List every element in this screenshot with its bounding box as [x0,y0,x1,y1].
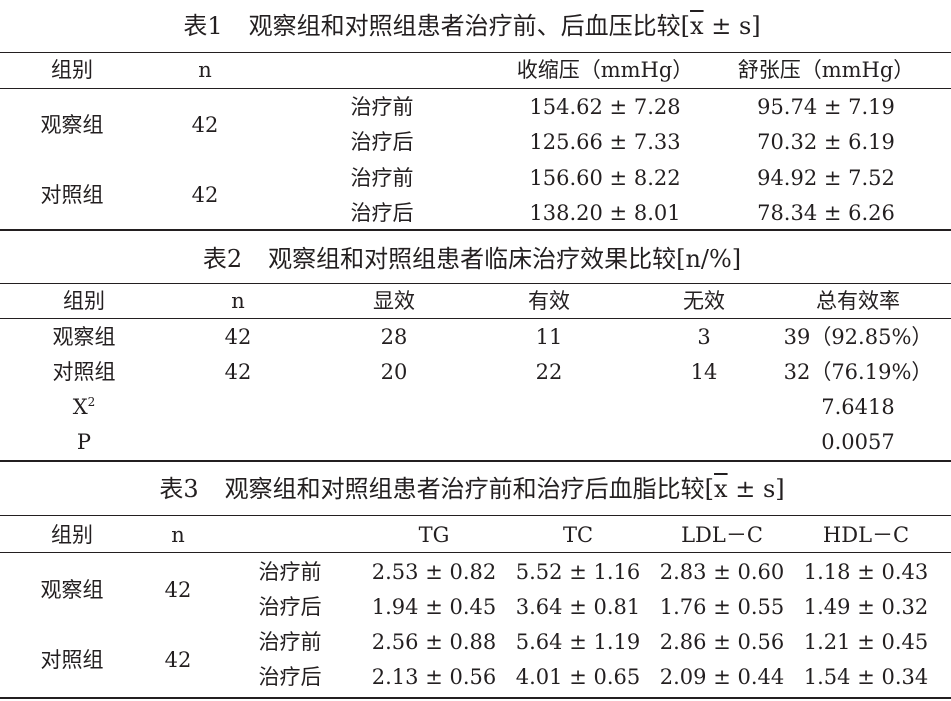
table1-header-sbp: 收缩压（mmHg） [516,58,694,82]
table-row: 20 [380,360,408,384]
table1-top-rule [0,52,951,53]
table1-header-n: n [198,58,212,82]
table-row: 42 [224,360,252,384]
table-row: 3 [697,325,711,349]
table2-p-label: P [76,430,92,454]
table-row: 2.56 ± 0.88 [371,630,497,654]
table-row: 1.76 ± 0.55 [659,595,785,619]
table-row: 治疗后 [350,130,414,154]
table2-title: 表2 观察组和对照组患者临床治疗效果比较[n/%] [202,245,742,273]
table-row: 22 [535,360,563,384]
table-row: 32（76.19%） [783,360,933,384]
table3-title: 表3 观察组和对照组患者治疗前和治疗后血脂比较[x ± s] [159,475,785,503]
table-row: 观察组 [52,325,116,349]
table3-n-observe: 42 [164,578,192,602]
table-row: 4.01 ± 0.65 [515,665,641,689]
table-row: 治疗前 [258,560,322,584]
table2-p-value: 0.0057 [821,430,895,454]
table1-header-group: 组别 [51,58,93,82]
table-row: 1.94 ± 0.45 [371,595,497,619]
table-row: 治疗后 [350,201,414,225]
table1-group-control: 对照组 [40,183,104,207]
table-row: 42 [224,325,252,349]
table-row: 1.49 ± 0.32 [803,595,929,619]
table-row: 156.60 ± 8.22 [529,166,681,190]
table3-header-tg: TG [418,523,450,547]
table2-header-rule [0,318,951,319]
table1-header-dbp: 舒张压（mmHg） [737,58,915,82]
table3-group-observe: 观察组 [40,578,104,602]
table-row: 2.13 ± 0.56 [371,665,497,689]
table3-header-rule [0,552,951,553]
table-row: 3.64 ± 0.81 [515,595,641,619]
table-row: 1.18 ± 0.43 [803,560,929,584]
table-row: 5.64 ± 1.19 [515,630,641,654]
table3-header-group: 组别 [51,523,93,547]
table2-bottom-rule [0,460,951,462]
table-row: 11 [535,325,563,349]
table2-header-marked: 显效 [373,289,415,313]
table-row: 138.20 ± 8.01 [529,201,681,225]
table2-header-effective: 有效 [528,289,570,313]
table3-header-hdl: HDL－C [822,523,910,547]
table-row: 14 [690,360,718,384]
table3-n-control: 42 [164,648,192,672]
table2-chi-square-label: X2 [72,395,96,419]
table3-bottom-rule [0,697,951,699]
table-row: 治疗前 [350,166,414,190]
table-row: 2.86 ± 0.56 [659,630,785,654]
table-row: 95.74 ± 7.19 [757,95,895,119]
table1-n-control: 42 [191,183,219,207]
table3-group-control: 对照组 [40,648,104,672]
table-row: 39（92.85%） [783,325,933,349]
table2-chi-square-value: 7.6418 [821,395,895,419]
table-row: 125.66 ± 7.33 [529,130,681,154]
table-row: 治疗前 [258,630,322,654]
table2-header-total: 总有效率 [816,289,900,313]
table2-header-invalid: 无效 [683,289,725,313]
table-row: 70.32 ± 6.19 [757,130,895,154]
table1-bottom-rule [0,229,951,231]
table3-header-tc: TC [562,523,594,547]
table2-header-group: 组别 [63,289,105,313]
table-row: 治疗后 [258,595,322,619]
table-row: 治疗前 [350,95,414,119]
table1-n-observe: 42 [191,113,219,137]
table-row: 1.54 ± 0.34 [803,665,929,689]
table1-title: 表1 观察组和对照组患者治疗前、后血压比较[x ± s] [183,12,761,40]
table3-header-ldl: LDL－C [681,523,763,547]
table-row: 治疗后 [258,665,322,689]
table-row: 2.09 ± 0.44 [659,665,785,689]
table-row: 28 [380,325,408,349]
table-row: 1.21 ± 0.45 [803,630,929,654]
table-row: 2.83 ± 0.60 [659,560,785,584]
table3-top-rule [0,515,951,516]
table1-group-observe: 观察组 [40,113,104,137]
table2-top-rule [0,283,951,284]
table-row: 154.62 ± 7.28 [529,95,681,119]
table-row: 78.34 ± 6.26 [757,201,895,225]
table-row: 94.92 ± 7.52 [757,166,895,190]
table-row: 对照组 [52,360,116,384]
table2-header-n: n [231,289,245,313]
table1-header-rule [0,88,951,89]
table-row: 5.52 ± 1.16 [515,560,641,584]
table3-header-n: n [171,523,185,547]
table-row: 2.53 ± 0.82 [371,560,497,584]
